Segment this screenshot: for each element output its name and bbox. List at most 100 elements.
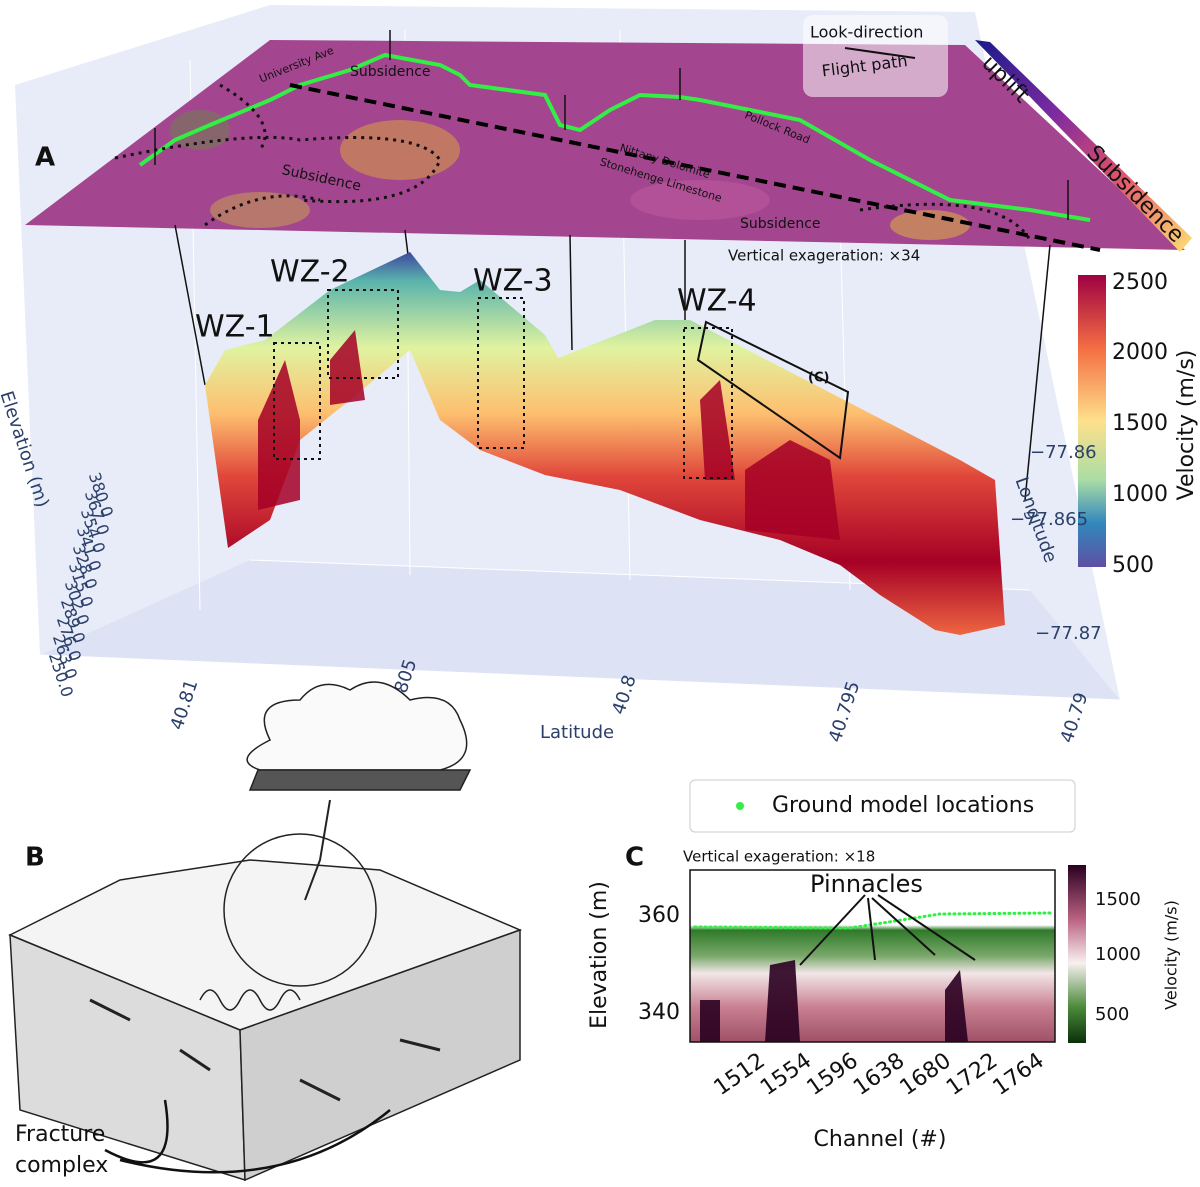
- shape: [248, 769, 472, 791]
- label: 500: [1112, 553, 1154, 578]
- axes-floor: [40, 560, 1120, 700]
- shape: [765, 960, 800, 1042]
- heatmap-anomalies: [700, 960, 968, 1042]
- shape: [630, 180, 770, 220]
- zone-boxes: [273, 289, 733, 479]
- shape: [700, 380, 735, 480]
- callout-box: [696, 320, 850, 460]
- shape: [210, 192, 310, 228]
- velocity-section: [205, 252, 1005, 635]
- shape: [404, 229, 409, 256]
- shape: [327, 289, 399, 379]
- shape: [258, 360, 300, 510]
- label: C: [625, 843, 644, 873]
- shape: [199, 989, 301, 1011]
- label: Subsidence: [350, 64, 431, 80]
- shape: [304, 799, 331, 901]
- shape: [877, 894, 976, 961]
- shape: [477, 297, 525, 449]
- label: −77.86: [1030, 442, 1097, 463]
- label: 1596: [803, 1048, 863, 1101]
- label: 2500: [1112, 270, 1168, 295]
- label: Pinnacles: [810, 870, 923, 898]
- label: Velocity (m/s): [1174, 350, 1199, 501]
- shape: [859, 202, 1032, 241]
- label: Ground model locations: [772, 793, 1034, 818]
- label: 40.795: [825, 679, 864, 745]
- label: 2000: [1112, 340, 1168, 365]
- shape: [871, 897, 936, 956]
- colorbar-c: [1068, 865, 1086, 1043]
- plot-frame: [689, 869, 1056, 1043]
- label: WZ-1: [195, 310, 275, 345]
- label: 1554: [756, 1048, 816, 1101]
- label: 340: [638, 1000, 680, 1025]
- label: Channel (#): [814, 1127, 947, 1152]
- label: Subsidence: [740, 216, 821, 232]
- shape: [174, 224, 206, 386]
- label: 360: [638, 903, 680, 928]
- label: 1500: [1095, 889, 1141, 910]
- shape: [246, 681, 468, 771]
- label: Fracture: [15, 1122, 105, 1147]
- elevation-ticks: 380.0367.0354.0341.0328.0315.0302.0289.0…: [45, 470, 117, 699]
- legend-box: [689, 779, 1076, 833]
- label: −77.87: [1035, 623, 1102, 644]
- fracture-arrows: [104, 1099, 391, 1174]
- shape: [39, 654, 1121, 701]
- geology-contact: [289, 83, 1101, 252]
- velocity-anomalies: [258, 330, 840, 540]
- label: 1512: [710, 1048, 770, 1101]
- shape: [273, 342, 321, 460]
- label: Vertical exageration: ×18: [683, 848, 875, 866]
- label: complex: [15, 1153, 108, 1178]
- label: WZ-4: [677, 284, 757, 319]
- label: A: [35, 143, 55, 173]
- shape: [340, 120, 460, 180]
- label: 1000: [1112, 482, 1168, 507]
- shape: [330, 330, 365, 405]
- shape: [89, 998, 441, 1102]
- profile-ticks: [154, 30, 1069, 501]
- label: Elevation (m): [587, 881, 612, 1029]
- shape: [867, 897, 876, 961]
- pinnacle-arrows: [799, 894, 976, 966]
- label: 1722: [942, 1048, 1002, 1101]
- subsidence-outlines: [114, 83, 1032, 241]
- shape: [700, 1000, 720, 1042]
- label: Velocity (m/s): [1162, 900, 1181, 1010]
- label: B: [25, 843, 45, 873]
- label: Look-direction: [810, 23, 923, 42]
- label: 1764: [989, 1048, 1049, 1101]
- shape: [945, 970, 968, 1042]
- legend-marker: [736, 802, 744, 810]
- arrow: [844, 47, 916, 59]
- label: −77.865: [1010, 509, 1088, 530]
- shape: [683, 327, 733, 479]
- surface: [693, 911, 1052, 930]
- flight-path: [138, 52, 1091, 222]
- shape: [799, 894, 866, 966]
- uplift-subsidence-bar: [975, 40, 1192, 252]
- map-texture: [170, 110, 970, 240]
- label: Latitude: [540, 722, 614, 743]
- label: 40.81: [167, 677, 203, 732]
- label: Vertical exageration: ×34: [728, 247, 920, 265]
- colorbar: [1078, 275, 1106, 567]
- shape: [569, 234, 573, 351]
- shape: [239, 928, 521, 1182]
- label: WZ-2: [270, 255, 350, 290]
- shape: [745, 440, 840, 540]
- label: (C): [808, 371, 829, 386]
- illustration: [8, 681, 523, 1182]
- label: 1638: [849, 1048, 909, 1101]
- label: 500: [1095, 1004, 1129, 1025]
- shape: [1024, 244, 1051, 501]
- label: 1500: [1112, 411, 1168, 436]
- shape: [223, 833, 377, 987]
- label: 1680: [896, 1048, 956, 1101]
- label: 40.79: [1057, 690, 1093, 745]
- direction-box: [803, 15, 948, 97]
